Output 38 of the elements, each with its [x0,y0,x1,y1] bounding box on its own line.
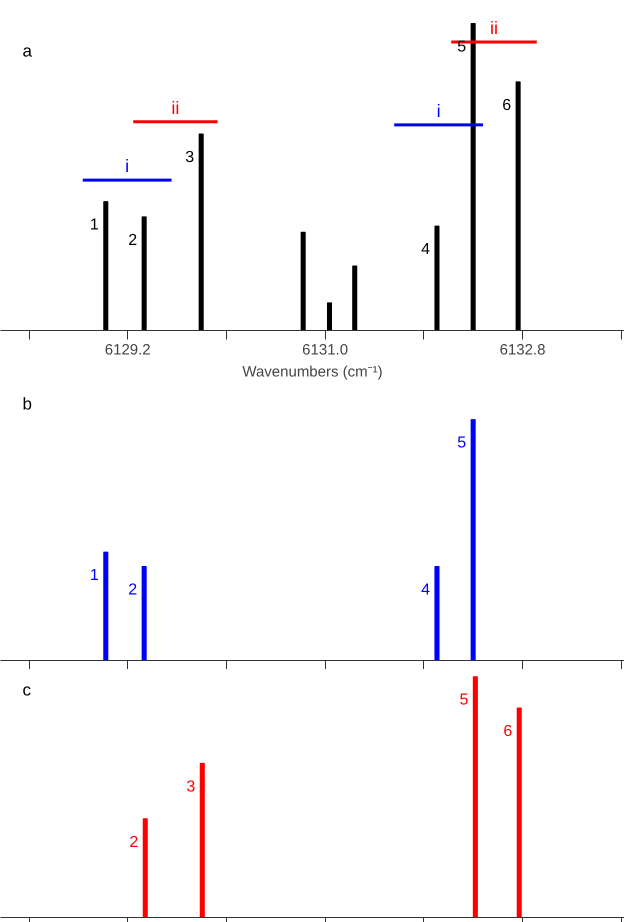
annotation: 6 [503,723,512,740]
series-label: i [125,156,130,176]
bar [142,818,148,918]
annotation: 3 [186,778,196,796]
bar [352,266,358,330]
bar [516,81,521,330]
bar [472,676,478,918]
x-axis-title: Wavenumbers (cm⁻¹) [242,364,383,380]
series-label: ii [490,18,498,38]
annotation: 2 [128,232,138,249]
bar [200,762,205,918]
bar [434,226,440,330]
annotation: 2 [129,834,138,851]
bar [470,23,476,330]
bar [103,201,108,330]
x-tick-label: 6131.0 [302,342,348,358]
annotation: 5 [457,38,466,56]
x-tick-label: 6132.8 [500,342,546,358]
bar [198,134,204,330]
annotation: 4 [421,582,430,599]
series-label: ii [171,98,180,118]
text: a [22,42,32,60]
annotation: 5 [459,692,468,709]
annotation: 3 [185,149,194,166]
annotation: 4 [421,241,430,258]
series-label: i [436,100,441,121]
chart-title: c [22,680,32,700]
annotation: 1 [90,567,99,584]
chart-title: b [22,394,32,414]
bar [142,216,147,330]
bar [300,232,306,330]
annotation: 1 [90,216,99,234]
annotation: 6 [502,96,512,114]
x-tick-label: 6129.2 [104,342,151,358]
annotation: 5 [457,434,466,452]
annotation: 2 [128,582,138,599]
bar [516,708,522,918]
bar [326,302,332,330]
